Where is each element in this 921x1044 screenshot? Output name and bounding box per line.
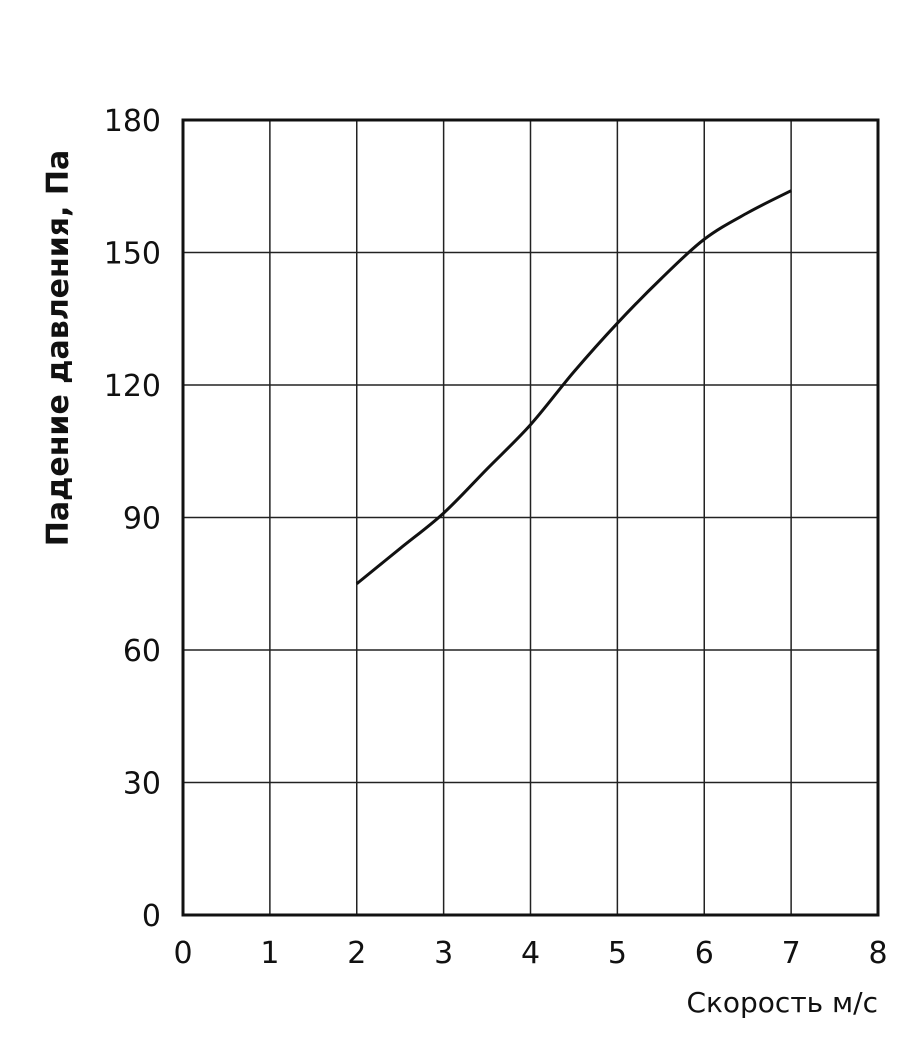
y-axis-label: Падение давления, Па [41,150,76,546]
x-tick-label: 1 [260,936,279,971]
y-axis-ticks: 0 30 60 90 120 150 180 [104,104,161,934]
y-tick-label: 120 [104,369,161,404]
y-tick-label: 0 [142,899,161,934]
series [355,189,792,585]
x-tick-label: 5 [608,936,627,971]
y-tick-label: 90 [123,502,161,537]
x-tick-label: 4 [521,936,540,971]
plot-frame [181,118,880,917]
x-axis-label: Скорость м/с [686,986,878,1019]
y-tick-label: 60 [123,634,161,669]
x-axis-ticks: 0 1 2 3 4 5 6 7 8 [173,936,887,971]
y-tick-label: 180 [104,104,161,139]
x-tick-label: 7 [782,936,801,971]
y-tick-label: 150 [104,237,161,272]
x-tick-label: 2 [347,936,366,971]
x-tick-label: 0 [173,936,192,971]
grid [183,120,878,915]
x-tick-label: 6 [695,936,714,971]
series-line [355,189,792,585]
y-tick-label: 30 [123,767,161,802]
x-tick-label: 3 [434,936,453,971]
x-tick-label: 8 [868,936,887,971]
